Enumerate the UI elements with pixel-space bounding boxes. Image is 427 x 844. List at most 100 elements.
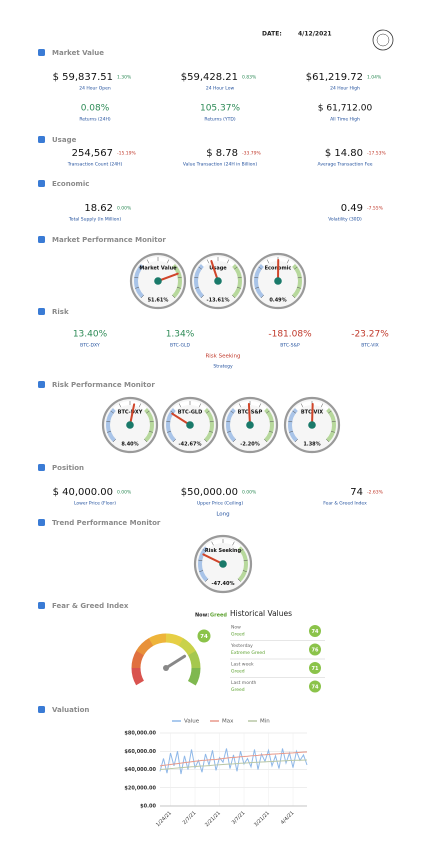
metric-label: Lower Price (Floor) xyxy=(74,501,116,507)
gauge-tick xyxy=(171,294,176,299)
x-tick-label: 4/4/21 xyxy=(280,810,296,826)
fear-greed-needle xyxy=(164,654,187,670)
metric-value: 13.40% xyxy=(73,330,108,340)
gauge-tick xyxy=(112,438,117,443)
fear-greed-band xyxy=(148,633,167,647)
gauge-tick xyxy=(166,420,171,423)
fear-greed-band xyxy=(165,633,184,647)
gauge-tick xyxy=(226,420,231,423)
metric-label: Returns (24H) xyxy=(79,117,111,123)
gauge-label: BTC-GLD xyxy=(178,410,203,416)
gauge-tick xyxy=(226,259,230,264)
gauge-tick xyxy=(268,430,273,433)
gauge-tick xyxy=(243,559,248,561)
gauge-tick xyxy=(297,276,302,279)
gauge-tick xyxy=(110,410,114,414)
gauge-tick xyxy=(138,403,142,408)
gauge-tick xyxy=(194,276,199,279)
metric-value: 18.62 xyxy=(84,203,113,214)
gauge-tick xyxy=(237,276,242,279)
metric-value: $ 40,000.00 xyxy=(53,487,113,498)
metric-change: -15.19% xyxy=(117,151,137,157)
section-icon xyxy=(38,519,45,526)
section-icon xyxy=(38,706,45,713)
gauge-tick xyxy=(177,276,182,279)
metric-change: 0.00% xyxy=(117,490,132,496)
gauge-tick xyxy=(289,430,294,433)
gauge-tick xyxy=(148,430,153,433)
history-badge xyxy=(309,662,321,674)
gauge-tick xyxy=(166,259,170,264)
risk-signal: Risk Seeking xyxy=(205,354,240,360)
x-tick-label: 2/7/21 xyxy=(182,810,198,826)
gauge-value: 51.61% xyxy=(148,297,169,303)
metric-value: -23.27% xyxy=(351,330,389,340)
gauge-tick xyxy=(202,549,207,552)
metric-value: $ 8.78 xyxy=(206,148,238,159)
section-title: Risk Performance Monitor xyxy=(52,381,155,389)
gauge-hub xyxy=(246,421,254,429)
gauge-tick xyxy=(260,294,265,299)
gauge-tick xyxy=(198,403,202,408)
section-icon xyxy=(38,381,45,388)
gauge-tick xyxy=(205,578,209,582)
gauge-tick xyxy=(195,286,200,289)
x-tick-label: 2/21/21 xyxy=(204,810,222,828)
metric-change: -2.63% xyxy=(367,490,384,496)
metric-label: BTC-VIX xyxy=(361,343,379,349)
metric-change: -7.55% xyxy=(367,206,384,212)
metric-value: 0.08% xyxy=(81,104,110,114)
history-period: Last week xyxy=(231,662,254,668)
metric-label: Volatility (30D) xyxy=(328,217,362,223)
gauge-tick xyxy=(107,430,112,433)
gauge-tick xyxy=(296,286,301,289)
gauge-tick xyxy=(294,266,298,270)
history-class: Greed xyxy=(231,632,245,638)
fear-greed-value: 74 xyxy=(200,634,208,640)
history-badge xyxy=(309,625,321,637)
logo-inner xyxy=(376,33,390,47)
metric-label: Returns (YTD) xyxy=(204,117,235,123)
gauge-value: -2.20% xyxy=(240,441,259,447)
gauge-hub xyxy=(308,421,316,429)
gauge-tick xyxy=(172,438,177,443)
gauge-tick xyxy=(232,541,235,546)
metric-label: 24 Hour Low xyxy=(206,86,235,92)
metric-label: Value Transaction (24H in Billion) xyxy=(183,162,257,168)
history-class: Greed xyxy=(231,669,245,675)
metric-label: BTC-S&P xyxy=(280,343,300,349)
metric-label: Transaction Count (24H) xyxy=(67,162,123,168)
gauge-tick xyxy=(167,430,172,433)
gauge-tick xyxy=(149,420,154,423)
gauge-tick xyxy=(234,266,238,270)
metric-change: -33.79% xyxy=(242,151,262,157)
fear-greed-band xyxy=(131,667,145,686)
section-icon xyxy=(38,464,45,471)
gauge-value: 0.49% xyxy=(269,297,286,303)
gauge-tick xyxy=(209,420,214,423)
gauge-tick xyxy=(255,286,260,289)
metric-label: Total Supply (In Million) xyxy=(68,217,122,223)
gauge-value: 8.40% xyxy=(121,441,138,447)
metric-value: 1.34% xyxy=(166,330,195,340)
metric-label: BTC-DXY xyxy=(80,343,100,349)
gauge-tick xyxy=(146,410,150,414)
gauge-tick xyxy=(200,294,205,299)
fear-greed-band xyxy=(136,637,154,656)
section-title: Economic xyxy=(52,180,89,188)
section-icon xyxy=(38,308,45,315)
gauge-label: Usage xyxy=(209,266,227,272)
metric-value: 105.37% xyxy=(200,104,240,114)
gauge-tick xyxy=(263,438,268,443)
metric-value: $59,428.21 xyxy=(181,72,238,83)
gauge-tick xyxy=(170,410,174,414)
gauge-hub xyxy=(219,560,227,568)
metric-label: BTC-GLD xyxy=(170,343,190,349)
history-class: Extreme Greed xyxy=(231,650,265,656)
gauge-tick xyxy=(238,403,242,408)
section-title: Position xyxy=(52,464,84,472)
legend-label: Min xyxy=(260,719,270,725)
gauge-tick xyxy=(325,438,330,443)
